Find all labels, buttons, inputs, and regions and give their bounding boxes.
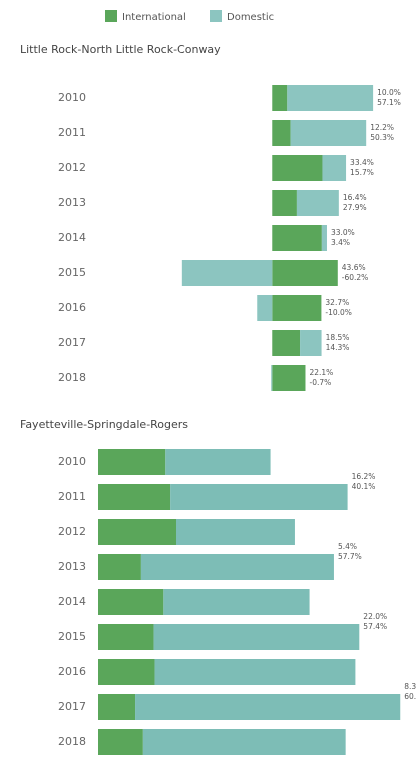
value-label: 33.4% (350, 158, 374, 167)
year-label: 2016 (58, 665, 86, 678)
bar-segment (287, 85, 374, 111)
bar-segment (272, 190, 297, 216)
value-label: 22.1% (309, 368, 333, 377)
value-label: 10.0% (377, 88, 401, 97)
bar-segment (272, 365, 306, 391)
value-label: 15.7% (350, 168, 374, 177)
bar-segment (142, 729, 346, 755)
panel-title: Fayetteville-Springdale-Rogers (20, 418, 188, 431)
bar-segment (153, 624, 360, 650)
bar-segment (271, 365, 273, 391)
value-label: 32.7% (325, 298, 349, 307)
bar-segment (163, 589, 310, 615)
year-label: 2016 (58, 301, 86, 314)
panel-title: Little Rock-North Little Rock-Conway (20, 43, 221, 56)
year-label: 2013 (58, 196, 86, 209)
year-label: 2011 (58, 126, 86, 139)
bar-segment (170, 484, 348, 510)
year-label: 2018 (58, 735, 86, 748)
bar-segment (272, 155, 323, 181)
legend-label: Domestic (227, 12, 274, 23)
bar-segment (98, 729, 143, 755)
value-label: 12.2% (370, 123, 394, 132)
year-label: 2018 (58, 371, 86, 384)
annotation: 40.1% (352, 482, 376, 491)
year-label: 2012 (58, 161, 86, 174)
bar-segment (272, 330, 301, 356)
bar-segment (257, 295, 273, 321)
value-label: 33.0% (331, 228, 355, 237)
bar-segment (154, 659, 356, 685)
bar-segment (290, 120, 367, 146)
year-label: 2017 (58, 700, 86, 713)
year-label: 2010 (58, 91, 86, 104)
bar-segment (296, 190, 339, 216)
bar-segment (98, 519, 176, 545)
value-label: 50.3% (370, 133, 394, 142)
value-label: -10.0% (325, 308, 352, 317)
bar-segment (165, 449, 271, 475)
year-label: 2014 (58, 595, 86, 608)
year-label: 2013 (58, 560, 86, 573)
year-label: 2015 (58, 630, 86, 643)
bar-segment (98, 449, 166, 475)
value-label: 14.3% (326, 343, 350, 352)
value-label: -0.7% (309, 378, 331, 387)
bar-segment (272, 225, 322, 251)
value-label: 57.1% (377, 98, 401, 107)
bar-segment (98, 554, 141, 580)
annotation: 22.0% (363, 612, 387, 621)
year-label: 2010 (58, 455, 86, 468)
year-label: 2014 (58, 231, 86, 244)
bar-segment (98, 484, 171, 510)
bar-segment (98, 694, 136, 720)
bar-segment (272, 295, 322, 321)
annotation: 57.7% (338, 552, 362, 561)
year-label: 2015 (58, 266, 86, 279)
annotation: 8.3% (404, 682, 416, 691)
bar-segment (98, 659, 155, 685)
bar-segment (176, 519, 295, 545)
legend-label: International (122, 12, 186, 23)
value-label: 27.9% (343, 203, 367, 212)
annotation: 16.2% (352, 472, 376, 481)
legend-swatch (105, 10, 117, 22)
bar-segment (300, 330, 322, 356)
year-label: 2017 (58, 336, 86, 349)
legend-swatch (210, 10, 222, 22)
value-label: 16.4% (343, 193, 367, 202)
bar-segment (98, 589, 164, 615)
bar-segment (272, 120, 291, 146)
value-label: 18.5% (326, 333, 350, 342)
annotation: 57.4% (363, 622, 387, 631)
bar-segment (321, 225, 327, 251)
year-label: 2011 (58, 490, 86, 503)
year-label: 2012 (58, 525, 86, 538)
annotation: 60.4% (404, 692, 416, 701)
bar-segment (272, 260, 338, 286)
annotation: 5.4% (338, 542, 357, 551)
bar-segment (181, 260, 273, 286)
bar-segment (322, 155, 347, 181)
bar-segment (135, 694, 401, 720)
value-label: 43.6% (342, 263, 366, 272)
value-label: -60.2% (342, 273, 369, 282)
value-label: 3.4% (331, 238, 350, 247)
bar-segment (272, 85, 288, 111)
bar-segment (140, 554, 334, 580)
bar-segment (98, 624, 154, 650)
